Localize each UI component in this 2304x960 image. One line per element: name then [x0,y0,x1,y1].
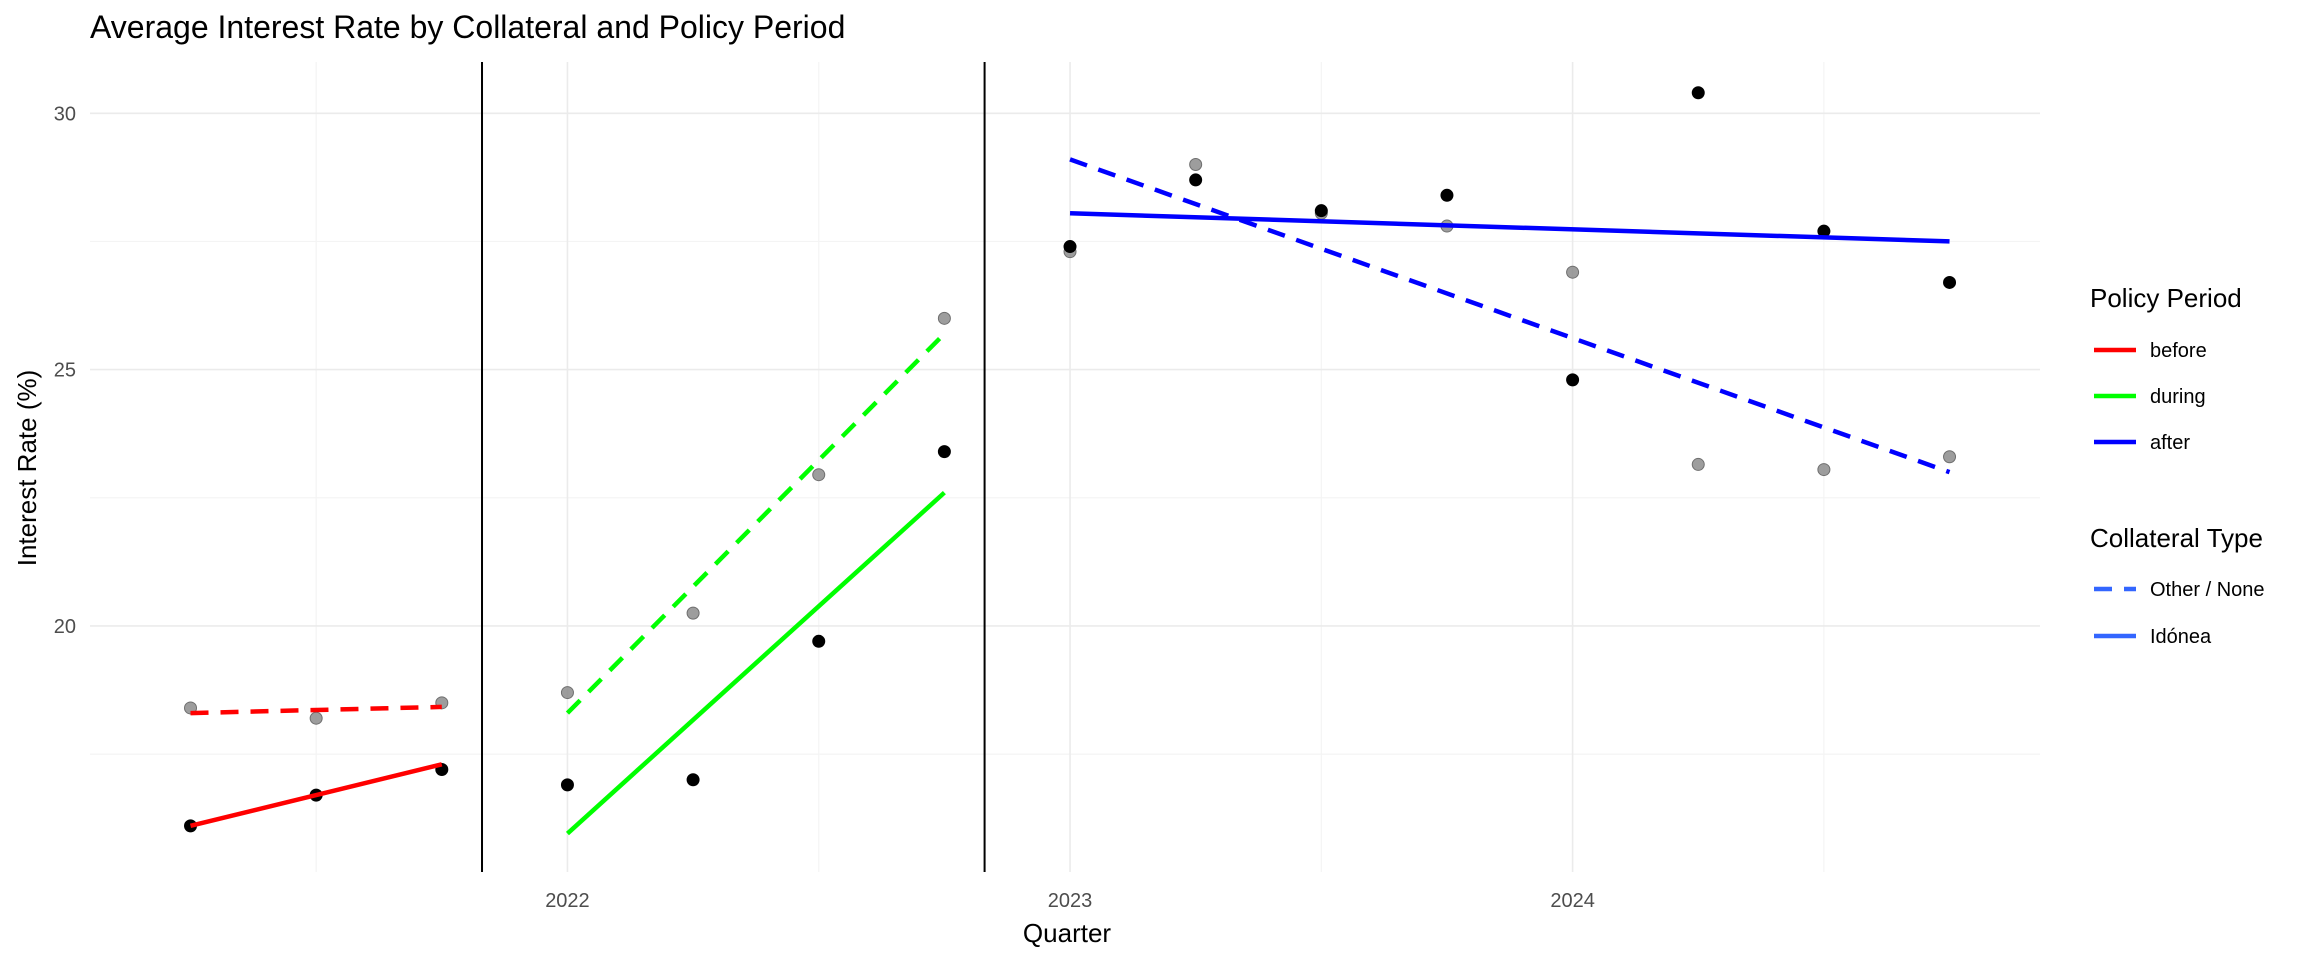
data-point [686,606,700,620]
trend-line-before-solid [189,762,443,829]
x-tick-label: 2024 [1550,890,1595,912]
policy-boundary-layer [481,62,986,872]
data-point [686,773,700,787]
x-tick-label: 2022 [545,890,590,912]
data-point [309,711,323,725]
chart-title: Average Interest Rate by Collateral and … [90,9,845,45]
legend-label-after: after [2150,432,2190,454]
trend-line-before-dashed [190,704,442,716]
y-tick-label: 30 [54,103,76,125]
grid-layer [90,62,2040,872]
data-point [1566,373,1580,387]
data-point [1691,86,1705,100]
trend-line-after-dashed [1069,157,1951,475]
legend-label-collateral-solid: Idónea [2150,626,2212,648]
data-point [812,634,826,648]
legend-title-policy-period: Policy Period [2090,283,2242,313]
legend-label-during: during [2150,386,2206,408]
data-point [1440,188,1454,202]
x-tick-label: 2023 [1048,890,1093,912]
y-tick-label: 25 [54,360,76,382]
y-tick-label: 20 [54,616,76,638]
data-point [1691,457,1705,471]
trend-line-during-solid [565,490,946,836]
legend-label-collateral-dashed: Other / None [2150,579,2265,601]
data-point [1314,204,1328,218]
y-axis-title: Interest Rate (%) [12,370,42,567]
trend-line-after-solid [1069,210,1950,244]
trend-lines-layer [189,157,1951,836]
data-point [1817,463,1831,477]
legend-title-collateral-type: Collateral Type [2090,523,2263,553]
legend: Policy Period before during after Collateral… [2090,283,2265,648]
data-point [937,311,951,325]
data-point [1943,275,1957,289]
data-point [560,686,574,700]
data-point [560,778,574,792]
data-point [1189,158,1203,172]
data-point [1566,265,1580,279]
data-point [1943,450,1957,464]
x-axis-title: Quarter [1023,918,1111,948]
data-point [812,468,826,482]
trend-line-during-dashed [565,332,946,715]
legend-label-before: before [2150,340,2207,362]
data-point [1189,173,1203,187]
data-point [1063,240,1077,254]
data-point [937,445,951,459]
